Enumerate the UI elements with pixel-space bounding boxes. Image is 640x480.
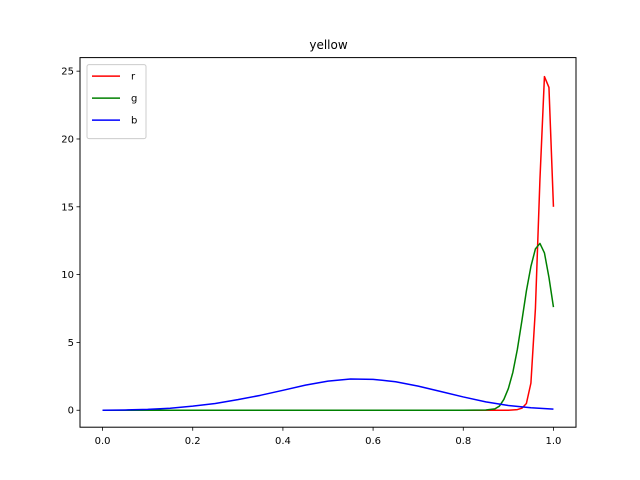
y-tick-label: 15: [61, 202, 74, 213]
legend: rgb: [86, 64, 147, 140]
x-tick-label: 0.6: [365, 436, 381, 447]
legend-label-b: b: [131, 116, 137, 127]
y-tick-label: 5: [68, 338, 74, 349]
y-tick-label: 20: [61, 134, 74, 145]
chart-title: yellow: [309, 38, 347, 52]
legend-label-r: r: [131, 72, 136, 83]
series-line-g: [102, 242, 555, 411]
plot-lines: [102, 75, 555, 411]
x-tick-label: 0.2: [185, 436, 201, 447]
x-axis: 0.0 0.2 0.4 0.6 0.8 1.0: [95, 427, 562, 447]
y-tick-label: 10: [61, 270, 74, 281]
legend-label-g: g: [131, 94, 137, 105]
y-tick-label: 0: [68, 406, 74, 417]
y-tick-label: 25: [61, 67, 74, 78]
x-tick-label: 0.8: [455, 436, 471, 447]
x-tick-label: 0.0: [95, 436, 111, 447]
x-tick-label: 0.4: [275, 436, 291, 447]
y-axis: 0 5 10 15 20 25: [61, 67, 80, 417]
axes-frame: [79, 57, 577, 428]
x-tick-label: 1.0: [546, 436, 562, 447]
series-line-b: [102, 378, 554, 411]
